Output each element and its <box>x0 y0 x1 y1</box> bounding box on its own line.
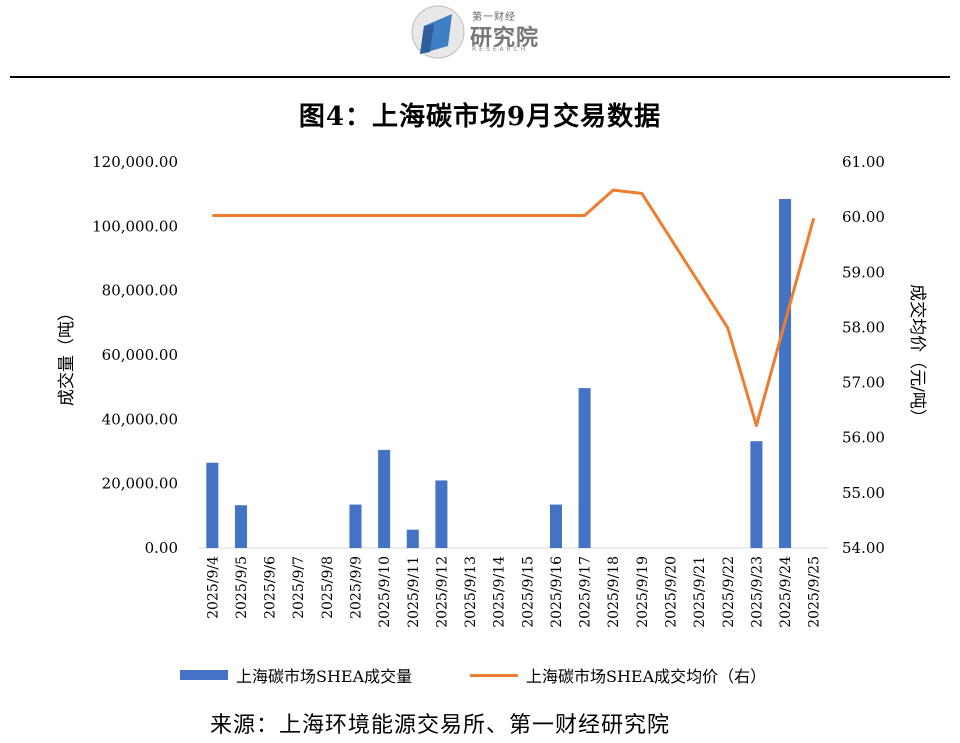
x-tick-label: 2025/9/20 <box>664 556 680 628</box>
x-tick-label: 2025/9/14 <box>492 556 508 628</box>
x-tick-label: 2025/9/8 <box>320 556 336 619</box>
y-left-tick-label: 40,000.00 <box>102 410 178 428</box>
legend-item-price: 上海碳市场SHEA成交均价（右） <box>470 663 766 687</box>
x-tick-label: 2025/9/7 <box>291 556 307 619</box>
x-tick-label: 2025/9/9 <box>349 556 365 619</box>
logo-en-text: RESEARCH <box>472 46 529 53</box>
y-left-tick-label: 20,000.00 <box>102 475 178 493</box>
legend-label-price: 上海碳市场SHEA成交均价（右） <box>526 667 767 686</box>
y-right-tick-label: 61.00 <box>842 153 885 171</box>
y-left-tick-label: 100,000.00 <box>92 217 178 235</box>
x-tick-label: 2025/9/25 <box>807 556 823 628</box>
bar <box>549 504 562 548</box>
legend-item-volume: 上海碳市场SHEA成交量 <box>180 663 412 687</box>
y-right-tick-label: 60.00 <box>842 208 885 226</box>
logo: 第一财经 研究院 RESEARCH <box>410 2 560 62</box>
price-line <box>212 188 816 428</box>
y-right-tick-label: 56.00 <box>842 429 885 447</box>
y-right-tick-label: 59.00 <box>842 263 885 281</box>
legend-swatch-bar <box>180 670 228 680</box>
x-tick-label: 2025/9/17 <box>578 556 594 628</box>
x-tick-label: 2025/9/24 <box>778 556 794 628</box>
bar <box>206 462 219 548</box>
x-tick-label: 2025/9/16 <box>549 556 565 628</box>
logo-small-text: 第一财经 <box>472 12 516 23</box>
bar <box>378 449 391 548</box>
y-left-tick-label: 60,000.00 <box>102 346 178 364</box>
bar <box>578 388 591 548</box>
x-tick-label: 2025/9/19 <box>635 556 651 628</box>
y-right-tick-label: 55.00 <box>842 484 885 502</box>
bar <box>406 529 419 548</box>
chart-title: 图4：上海碳市场9月交易数据 <box>298 102 662 132</box>
x-tick-label: 2025/9/13 <box>463 556 479 628</box>
legend: 上海碳市场SHEA成交量 上海碳市场SHEA成交均价（右） <box>0 663 960 693</box>
x-tick-label: 2025/9/5 <box>234 556 250 619</box>
header-rule <box>10 76 950 78</box>
x-tick-label: 2025/9/6 <box>263 556 279 619</box>
x-tick-label: 2025/9/15 <box>520 556 536 628</box>
bar <box>779 198 792 548</box>
bar <box>234 505 247 548</box>
legend-label-volume: 上海碳市场SHEA成交量 <box>236 667 413 686</box>
source-note: 来源：上海环境能源交易所、第一财经研究院 <box>210 713 671 738</box>
legend-swatch-line <box>470 673 518 677</box>
y-right-tick-label: 54.00 <box>842 539 885 557</box>
y-left-tick-label: 0.00 <box>145 539 178 557</box>
y-right-tick-label: 58.00 <box>842 318 885 336</box>
x-tick-label: 2025/9/23 <box>749 556 765 628</box>
x-tick-label: 2025/9/10 <box>377 556 393 628</box>
y-right-tick-label: 57.00 <box>842 374 885 392</box>
logo-icon <box>411 5 465 59</box>
bar <box>349 504 362 548</box>
x-tick-label: 2025/9/11 <box>406 556 422 628</box>
y-left-tick-label: 120,000.00 <box>92 153 178 171</box>
x-tick-label: 2025/9/4 <box>205 556 221 619</box>
y-left-axis-label: 成交量（吨） <box>57 304 77 406</box>
logo-big-text: 研究院 <box>470 26 540 51</box>
y-right-axis-label: 成交均价（元/吨） <box>907 284 927 426</box>
x-tick-label: 2025/9/21 <box>692 556 708 628</box>
y-left-tick-label: 80,000.00 <box>102 282 178 300</box>
x-tick-label: 2025/9/18 <box>606 556 622 628</box>
x-tick-label: 2025/9/22 <box>721 556 737 628</box>
x-tick-label: 2025/9/12 <box>434 556 450 628</box>
bar <box>750 441 763 548</box>
bar <box>435 480 448 548</box>
